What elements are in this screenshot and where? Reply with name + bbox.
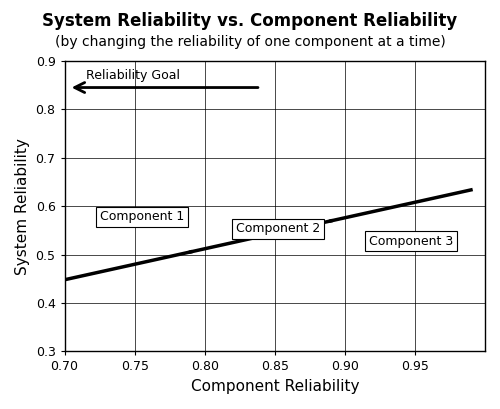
Text: Component 3: Component 3 xyxy=(368,234,453,247)
Text: System Reliability vs. Component Reliability: System Reliability vs. Component Reliabi… xyxy=(42,12,458,30)
Y-axis label: System Reliability: System Reliability xyxy=(15,138,30,274)
X-axis label: Component Reliability: Component Reliability xyxy=(190,379,359,394)
Text: Component 2: Component 2 xyxy=(236,222,320,236)
Text: (by changing the reliability of one component at a time): (by changing the reliability of one comp… xyxy=(54,35,446,49)
Text: Reliability Goal: Reliability Goal xyxy=(86,69,180,82)
Text: Component 1: Component 1 xyxy=(100,210,184,223)
